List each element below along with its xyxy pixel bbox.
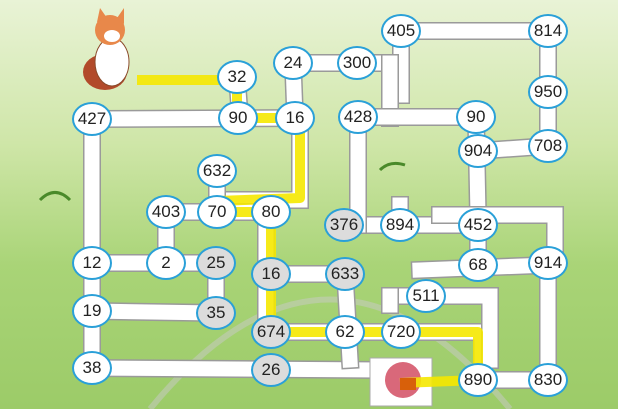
maze-node-25[interactable]: 25 bbox=[196, 246, 236, 280]
meadow-decoration bbox=[38, 161, 513, 409]
maze-node-427[interactable]: 427 bbox=[72, 102, 112, 136]
maze-node-38[interactable]: 38 bbox=[72, 351, 112, 385]
maze-node-405[interactable]: 405 bbox=[381, 14, 421, 48]
cat-icon bbox=[83, 8, 130, 90]
maze-node-24[interactable]: 24 bbox=[273, 46, 313, 80]
maze-node-914[interactable]: 914 bbox=[528, 246, 568, 280]
maze-node-708[interactable]: 708 bbox=[528, 129, 568, 163]
maze-node-68[interactable]: 68 bbox=[458, 248, 498, 282]
maze-node-632[interactable]: 632 bbox=[197, 154, 237, 188]
maze-node-950[interactable]: 950 bbox=[528, 75, 568, 109]
path-end-marker bbox=[400, 378, 416, 390]
maze-corridor bbox=[84, 360, 398, 378]
maze-node-300[interactable]: 300 bbox=[337, 46, 377, 80]
maze-node-633[interactable]: 633 bbox=[325, 257, 365, 291]
maze-node-376[interactable]: 376 bbox=[324, 208, 364, 242]
maze-node-428[interactable]: 428 bbox=[338, 100, 378, 134]
maze-node-720[interactable]: 720 bbox=[381, 315, 421, 349]
maze-node-80[interactable]: 80 bbox=[251, 195, 291, 229]
maze-corridor bbox=[84, 303, 224, 321]
maze-node-32[interactable]: 32 bbox=[217, 60, 257, 94]
maze-node-19[interactable]: 19 bbox=[72, 294, 112, 328]
maze-node-2[interactable]: 2 bbox=[146, 246, 186, 280]
maze-node-403[interactable]: 403 bbox=[146, 195, 186, 229]
maze-node-511[interactable]: 511 bbox=[406, 279, 446, 313]
maze-node-16[interactable]: 16 bbox=[275, 101, 315, 135]
maze-node-814[interactable]: 814 bbox=[528, 14, 568, 48]
maze-node-90[interactable]: 90 bbox=[218, 101, 258, 135]
maze-node-70[interactable]: 70 bbox=[197, 195, 237, 229]
maze-node-12[interactable]: 12 bbox=[72, 246, 112, 280]
maze-node-674[interactable]: 674 bbox=[251, 315, 291, 349]
maze-node-26[interactable]: 26 bbox=[251, 353, 291, 387]
maze-node-90[interactable]: 90 bbox=[456, 100, 496, 134]
maze-node-890[interactable]: 890 bbox=[458, 363, 498, 397]
maze-node-904[interactable]: 904 bbox=[458, 134, 498, 168]
maze-node-830[interactable]: 830 bbox=[528, 363, 568, 397]
maze-node-62[interactable]: 62 bbox=[325, 315, 365, 349]
maze-node-452[interactable]: 452 bbox=[458, 208, 498, 242]
maze-node-35[interactable]: 35 bbox=[196, 296, 236, 330]
maze-node-16[interactable]: 16 bbox=[251, 257, 291, 291]
maze-node-894[interactable]: 894 bbox=[380, 208, 420, 242]
